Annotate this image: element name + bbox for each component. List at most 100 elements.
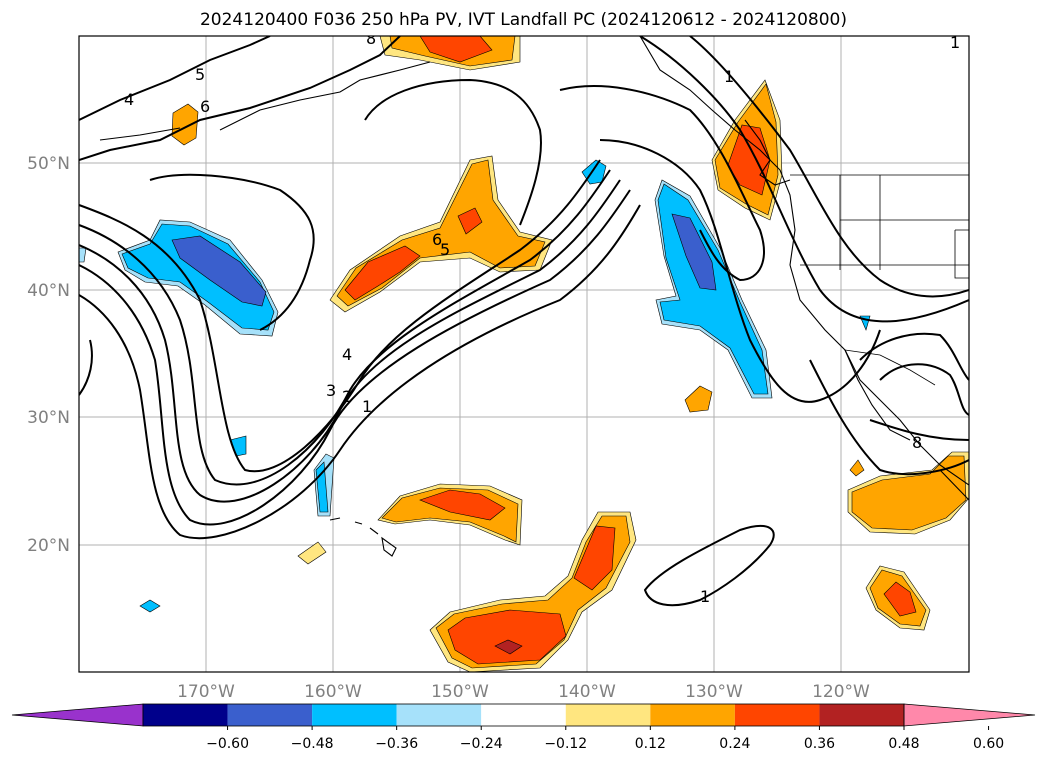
colorbar-segment bbox=[396, 704, 482, 726]
colorbar-tick-label: 0.60 bbox=[973, 736, 1004, 752]
contour-line-s bbox=[79, 339, 93, 396]
border-us-mexico bbox=[844, 349, 936, 386]
contour-line-n bbox=[809, 359, 969, 476]
colorbar-tick-label: −0.60 bbox=[206, 736, 249, 752]
contour-label: 1 bbox=[700, 587, 710, 606]
colorbar-segment bbox=[481, 704, 566, 726]
shade-pos-jet-strong2 bbox=[457, 207, 483, 235]
ivt-shading bbox=[79, 36, 969, 672]
colorbar-segment bbox=[143, 704, 228, 726]
colorbar-frame bbox=[142, 703, 905, 727]
contour-line-e bbox=[79, 179, 621, 503]
shade-pos-south-strong2 bbox=[573, 525, 616, 591]
shade-pos-small-mex bbox=[849, 459, 865, 477]
lat-axis: 50°N 40°N 30°N 20°N bbox=[27, 154, 70, 556]
contour-label: 8 bbox=[912, 433, 922, 452]
lon-tick-label: 140°W bbox=[558, 682, 616, 702]
contour-line-k bbox=[599, 139, 881, 403]
contour-label: 1 bbox=[724, 67, 734, 86]
contour-line-h bbox=[149, 173, 315, 331]
shade-pos-south-max bbox=[494, 639, 523, 655]
shade-neg-west-strong bbox=[171, 235, 267, 307]
contour-label: 6 bbox=[200, 97, 210, 116]
colorbar-tick-label: 0.12 bbox=[635, 736, 666, 752]
shade-neg-west bbox=[121, 223, 275, 331]
contour-label: 8 bbox=[366, 29, 376, 48]
contour-line-q bbox=[869, 419, 969, 441]
contour-line-g bbox=[79, 204, 641, 540]
contour-line-j bbox=[559, 85, 765, 282]
colorbar-segment bbox=[312, 704, 397, 726]
contour-line-m bbox=[689, 36, 969, 298]
lat-tick-label: 50°N bbox=[27, 154, 70, 174]
contour-line-a bbox=[79, 36, 401, 161]
contour-line-c bbox=[79, 159, 601, 473]
plot-frame bbox=[78, 35, 970, 673]
contour-label: 5 bbox=[440, 240, 450, 259]
contour-label: 1 bbox=[950, 33, 960, 52]
lat-tick-label: 40°N bbox=[27, 281, 70, 301]
map-title: 2024120400 F036 250 hPa PV, IVT Landfall… bbox=[199, 10, 847, 30]
shade-neg-small-15n bbox=[139, 599, 161, 613]
colorbar-segment bbox=[565, 704, 651, 726]
colorbar-segment bbox=[227, 704, 313, 726]
lat-tick-label: 20°N bbox=[27, 536, 70, 556]
colorbar-tick-label: 0.24 bbox=[719, 736, 750, 752]
shade-pos-small-nw bbox=[171, 103, 199, 146]
contour-line-r bbox=[643, 525, 775, 607]
contour-line-p bbox=[879, 363, 969, 416]
shade-neg-hawaii-n2 bbox=[315, 461, 329, 513]
coastline-north-america bbox=[639, 36, 969, 486]
contour-label: 5 bbox=[195, 65, 205, 84]
contour-line-b bbox=[79, 36, 271, 121]
colorbar-extend-min bbox=[11, 703, 144, 727]
contour-line-d bbox=[79, 169, 611, 486]
pv-contours bbox=[79, 36, 969, 607]
coastline-hawaii bbox=[329, 517, 397, 557]
lat-tick-label: 30°N bbox=[27, 408, 70, 428]
contour-line-i bbox=[364, 78, 542, 226]
colorbar-tick-label: −0.48 bbox=[291, 736, 334, 752]
lon-tick-label: 150°W bbox=[431, 682, 489, 702]
coastline-mexico-south bbox=[939, 469, 969, 501]
colorbar-segment bbox=[650, 704, 735, 726]
contour-line-f bbox=[79, 189, 631, 526]
colorbar-extend-max bbox=[903, 703, 1036, 727]
colorbar-tick-label: 0.48 bbox=[888, 736, 919, 752]
contour-label: 1 bbox=[362, 397, 372, 416]
coastline-bc-islands bbox=[744, 119, 791, 186]
colorbar-segment bbox=[734, 704, 820, 726]
coastline-alaska bbox=[219, 61, 431, 131]
shade-pos-jet-strong bbox=[344, 245, 421, 301]
lon-axis: 170°W 160°W 150°W 140°W 130°W 120°W bbox=[177, 682, 870, 702]
contour-label: 4 bbox=[342, 345, 352, 364]
contour-line-o bbox=[859, 332, 969, 381]
shade-pos-south-strong bbox=[447, 609, 567, 665]
shade-neg-calif-strong bbox=[671, 213, 717, 291]
contour-label: 6 bbox=[432, 230, 442, 249]
plot-area bbox=[79, 36, 969, 672]
political-borders bbox=[790, 174, 969, 386]
colorbar-tick-label: −0.24 bbox=[460, 736, 503, 752]
lon-tick-label: 170°W bbox=[177, 682, 235, 702]
shade-pos-small-20n bbox=[297, 541, 327, 565]
lon-tick-label: 160°W bbox=[304, 682, 362, 702]
coastline-baja bbox=[844, 349, 911, 441]
colorbar-tick-label: −0.36 bbox=[375, 736, 418, 752]
shade-pos-subtrop-strong bbox=[419, 489, 506, 521]
shade-pos-mexico bbox=[851, 455, 967, 531]
colorbar-segment bbox=[819, 704, 904, 726]
colorbar: −0.60 −0.48 −0.36 −0.24 −0.12 0.12 0.24 0.36 0.4… bbox=[11, 703, 1036, 752]
lon-tick-label: 130°W bbox=[685, 682, 743, 702]
shade-pos-baja-strong bbox=[883, 581, 917, 617]
shade-pos-aleutian-strong bbox=[419, 36, 493, 63]
border-us-states bbox=[800, 175, 969, 279]
colorbar-tick-label: −0.12 bbox=[544, 736, 587, 752]
contour-label: 3 bbox=[326, 381, 336, 400]
shade-pos-small-30n bbox=[684, 385, 713, 413]
contour-labels: 1 1 1 2 3 4 4 5 5 6 6 8 8 1 bbox=[124, 29, 960, 606]
lon-tick-label: 120°W bbox=[812, 682, 870, 702]
contour-line-l bbox=[639, 36, 969, 323]
colorbar-tick-label: 0.36 bbox=[804, 736, 835, 752]
